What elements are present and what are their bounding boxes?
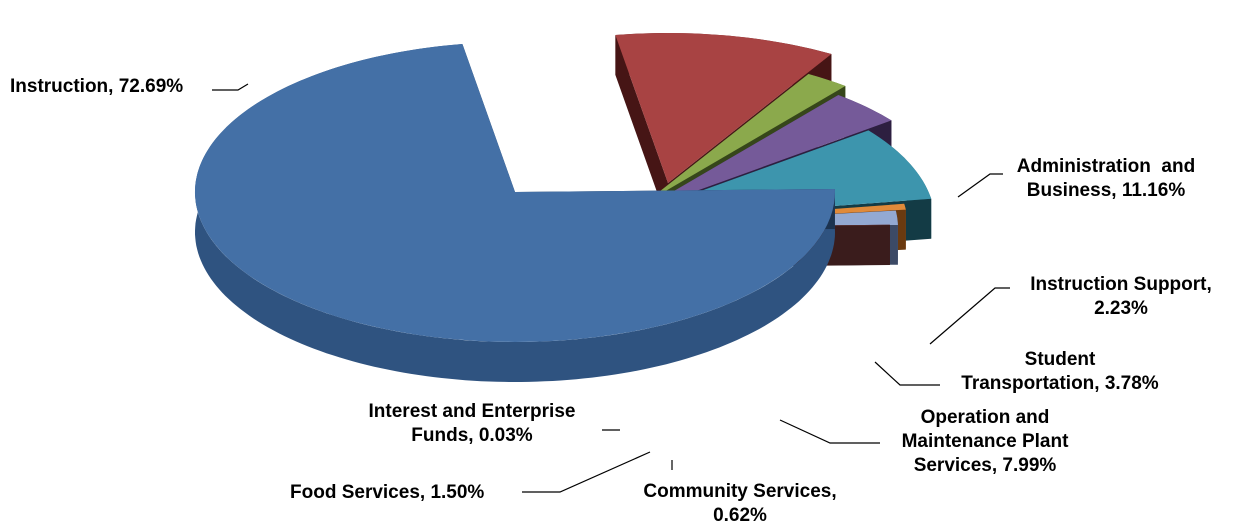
slice-administration-and-business [615,32,832,183]
label-line: Instruction Support, [1030,274,1212,295]
slice-group-instruction [194,44,835,382]
label-line: Maintenance Plant [902,431,1069,452]
label-line: Services, 7.99% [914,455,1057,476]
label-line: Food Services, 1.50% [290,482,484,503]
leader-student-transportation [874,361,940,386]
slice-instruction-support [645,74,846,203]
leader-administration-and-business [957,173,1003,198]
label-line: Business, 11.16% [1027,180,1186,201]
slice-student-transportation [638,95,892,212]
leader-food-services [522,451,651,493]
label-student-transportation: Student Transportation, 3.78% [961,349,1159,394]
label-line: Instruction, 72.69% [10,76,183,97]
label-operation-and-maintenance-plant-services: Operation and Maintenance Plant Services, … [902,407,1069,476]
slice-labels: Instruction, 72.69% Administration and Bus… [10,76,1212,526]
label-interest-and-enterprise-funds: Interest and Enterprise Funds, 0.03% [369,401,576,446]
leader-operation-and-maintenance-plant-services [779,419,880,444]
label-line: 0.62% [713,505,767,526]
label-line: Student [1025,349,1096,370]
leader-lines [212,83,1010,493]
label-line: 2.23% [1094,298,1148,319]
label-administration-and-business: Administration and Business, 11.16% [1017,156,1195,201]
leader-instruction [212,83,249,91]
label-food-services: Food Services, 1.50% [290,482,484,503]
label-instruction: Instruction, 72.69% [10,76,183,97]
label-line: Administration and [1017,156,1195,177]
label-instruction-support: Instruction Support, 2.23% [1030,274,1212,319]
slice-cut-administration-and-business-0 [615,35,668,223]
label-line: Interest and Enterprise [369,401,576,422]
slice-instruction [194,44,835,342]
label-line: Community Services, [643,481,836,502]
label-line: Operation and [921,407,1050,428]
leader-instruction-support [929,287,1010,345]
label-line: Transportation, 3.78% [961,373,1159,394]
label-line: Funds, 0.03% [411,425,533,446]
label-community-services: Community Services, 0.62% [643,481,836,526]
